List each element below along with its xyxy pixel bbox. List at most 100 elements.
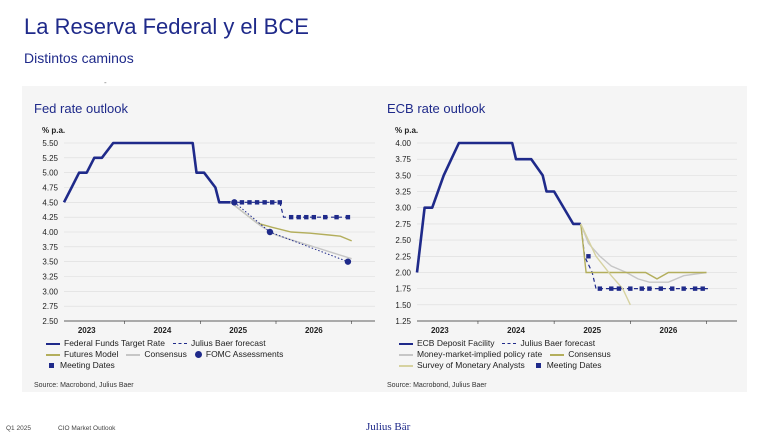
ecb-legend-label: Money-market-implied policy rate bbox=[417, 349, 543, 359]
fed-legend-label: Consensus bbox=[144, 349, 187, 359]
fed-guide-series bbox=[234, 201, 349, 263]
fed-legend-item: Federal Funds Target Rate bbox=[46, 338, 165, 349]
fed-julius-baer-forecast-series bbox=[230, 201, 352, 218]
ecb-y-tick-label: 2.75 bbox=[395, 220, 411, 229]
ecb-legend-item: ECB Deposit Facility bbox=[399, 338, 494, 349]
fed-legend-item: Julius Baer forecast bbox=[172, 338, 266, 349]
fed-x-tick-label: 2024 bbox=[154, 326, 172, 335]
fed-meeting-date-marker bbox=[247, 200, 252, 205]
ecb-legend-label: Survey of Monetary Analysts bbox=[417, 360, 525, 370]
ecb-legend-swatch bbox=[399, 364, 413, 367]
fed-legend-item: Consensus bbox=[126, 349, 187, 360]
brand-logo: Julius Bär bbox=[366, 421, 411, 433]
ecb-legend-swatch bbox=[535, 363, 541, 369]
ecb-meeting-date-marker bbox=[586, 254, 591, 259]
fed-legend-swatch bbox=[172, 343, 187, 345]
fed-legend-label: FOMC Assessments bbox=[205, 349, 284, 359]
ecb-y-tick-label: 1.50 bbox=[395, 301, 411, 310]
fed-federal-funds-target-rate-series bbox=[62, 141, 231, 204]
fed-meeting-date-marker bbox=[304, 214, 309, 220]
fed-legend-row: Futures Model Consensus FOMC Assessments bbox=[46, 349, 291, 360]
ecb-y-tick-label: 1.25 bbox=[395, 317, 411, 326]
ecb-x-tick-label: 2023 bbox=[431, 326, 449, 335]
fed-legend-swatch bbox=[126, 353, 141, 356]
fed-y-tick-label: 5.00 bbox=[42, 169, 58, 178]
ecb-meeting-date-marker bbox=[616, 286, 622, 291]
footer-quarter: Q1 2025 bbox=[6, 425, 31, 432]
fed-y-tick-label: 4.50 bbox=[42, 198, 58, 207]
ecb-x-tick-label: 2026 bbox=[660, 326, 678, 335]
ecb-y-tick-label: 2.25 bbox=[395, 252, 411, 261]
fed-legend: Federal Funds Target Rate Julius Baer for… bbox=[46, 338, 291, 371]
fed-chart-title: Fed rate outlook bbox=[34, 101, 128, 116]
ecb-meeting-date-marker bbox=[639, 286, 644, 291]
ecb-legend-label: Julius Baer forecast bbox=[520, 338, 596, 348]
fed-legend-row: Federal Funds Target Rate Julius Baer for… bbox=[46, 338, 291, 349]
ecb-legend-swatch bbox=[502, 343, 517, 345]
ecb-meeting-date-marker bbox=[597, 286, 603, 291]
ecb-legend-row: Survey of Monetary Analysts Meeting Dates bbox=[399, 360, 619, 371]
ecb-chart-panel: ECB rate outlook % p.a. 4.00 3.75 3.50 3.25 3… bbox=[375, 86, 747, 392]
ecb-x-tick-label: 2024 bbox=[507, 326, 525, 335]
fed-y-tick-label: 5.50 bbox=[42, 139, 58, 148]
ecb-consensus-series bbox=[580, 223, 707, 280]
ecb-legend-item: Consensus bbox=[550, 349, 611, 360]
fed-y-tick-label: 5.25 bbox=[42, 154, 58, 163]
ecb-meeting-date-marker bbox=[628, 286, 633, 291]
page-subtitle: Distintos caminos bbox=[24, 50, 134, 66]
fed-x-tick-label: 2025 bbox=[229, 326, 247, 335]
ecb-ecb-deposit-facility-series bbox=[415, 141, 581, 273]
fed-meeting-date-marker bbox=[323, 214, 328, 220]
fed-fomc-assessment-dot bbox=[231, 199, 238, 206]
ecb-meeting-date-marker bbox=[658, 286, 664, 291]
fed-meeting-date-marker bbox=[270, 200, 275, 205]
ecb-y-tick-label: 2.50 bbox=[395, 236, 411, 245]
fed-chart-panel: Fed rate outlook % p.a. 5.50 5.25 5.00 4.75 4… bbox=[22, 86, 392, 392]
ecb-meeting-date-marker bbox=[670, 286, 675, 291]
footer-publication: CIO Market Outlook bbox=[58, 425, 116, 432]
ecb-source: Source: Macrobond, Julius Baer bbox=[387, 382, 487, 389]
ecb-y-tick-label: 3.25 bbox=[395, 188, 411, 197]
ecb-legend-label: ECB Deposit Facility bbox=[417, 338, 495, 348]
fed-y-tick-label: 2.50 bbox=[42, 317, 58, 326]
ecb-legend-item: Julius Baer forecast bbox=[502, 338, 595, 349]
ecb-legend-swatch bbox=[550, 353, 565, 356]
fed-legend-swatch bbox=[46, 342, 60, 345]
ecb-legend-swatch bbox=[399, 353, 413, 356]
fed-futures-model-series bbox=[230, 201, 352, 242]
page-title: La Reserva Federal y el BCE bbox=[24, 14, 309, 39]
fed-legend-swatch bbox=[49, 363, 54, 369]
fed-meeting-date-marker bbox=[277, 200, 282, 205]
fed-legend-swatch bbox=[194, 351, 202, 359]
fed-y-tick-label: 3.50 bbox=[42, 258, 58, 267]
ecb-legend-row: ECB Deposit Facility Julius Baer forecast bbox=[399, 338, 619, 349]
fed-legend-row: Meeting Dates bbox=[46, 360, 291, 371]
ecb-y-tick-label: 2.00 bbox=[395, 268, 411, 277]
fed-x-tick-label: 2026 bbox=[305, 326, 323, 335]
ecb-x-tick-label: 2025 bbox=[583, 326, 601, 335]
fed-legend-item: FOMC Assessments bbox=[194, 349, 284, 360]
ecb-money-market-implied-policy-rate-series bbox=[580, 223, 707, 283]
ecb-unit-label: % p.a. bbox=[395, 126, 418, 135]
ecb-meeting-date-marker bbox=[609, 286, 614, 291]
ecb-y-tick-label: 1.75 bbox=[395, 285, 411, 294]
fed-y-tick-label: 4.25 bbox=[42, 213, 58, 222]
ecb-legend-label: Consensus bbox=[568, 349, 611, 359]
fed-y-tick-label: 3.75 bbox=[42, 243, 58, 252]
fed-legend-label: Julius Baer forecast bbox=[190, 338, 266, 348]
ecb-survey-of-monetary-analysts-series bbox=[580, 223, 631, 306]
ecb-legend-row: Money-market-implied policy rate Consensu… bbox=[399, 349, 619, 360]
ecb-chart-title: ECB rate outlook bbox=[387, 101, 486, 116]
ecb-legend-item: Survey of Monetary Analysts bbox=[399, 360, 525, 371]
ecb-legend-item: Meeting Dates bbox=[533, 360, 602, 371]
fed-legend-label: Meeting Dates bbox=[60, 360, 115, 370]
fed-meeting-date-marker bbox=[288, 214, 294, 220]
fed-legend-label: Futures Model bbox=[64, 349, 119, 359]
fed-consensus-series bbox=[230, 201, 352, 260]
fed-y-tick-label: 2.75 bbox=[42, 302, 58, 311]
ecb-y-tick-label: 3.00 bbox=[395, 204, 411, 213]
fed-unit-label: % p.a. bbox=[42, 126, 65, 135]
fed-fomc-assessment-dot bbox=[344, 258, 352, 265]
fed-y-tick-label: 4.00 bbox=[42, 228, 58, 237]
ecb-legend-item: Money-market-implied policy rate bbox=[399, 349, 542, 360]
